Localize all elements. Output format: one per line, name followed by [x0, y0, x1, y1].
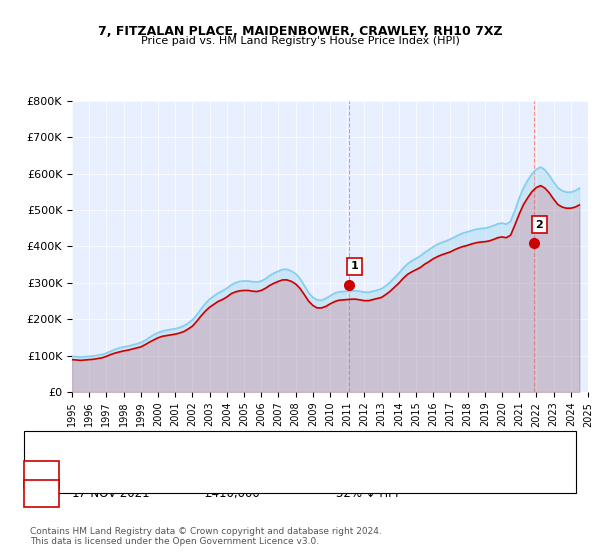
Text: Price paid vs. HM Land Registry's House Price Index (HPI): Price paid vs. HM Land Registry's House …	[140, 36, 460, 46]
Text: 1: 1	[350, 262, 358, 272]
Text: 1: 1	[37, 468, 46, 482]
Text: £294,950: £294,950	[204, 468, 260, 482]
Text: 2: 2	[536, 220, 544, 230]
Text: 7, FITZALAN PLACE, MAIDENBOWER, CRAWLEY, RH10 7XZ (detached house): 7, FITZALAN PLACE, MAIDENBOWER, CRAWLEY,…	[72, 440, 469, 450]
Text: 32% ↓ HPI: 32% ↓ HPI	[336, 487, 398, 500]
Text: £410,000: £410,000	[204, 487, 260, 500]
Text: 18-FEB-2011: 18-FEB-2011	[72, 468, 148, 482]
Text: HPI: Average price, detached house, Crawley: HPI: Average price, detached house, Craw…	[72, 449, 307, 459]
Text: 13% ↓ HPI: 13% ↓ HPI	[336, 468, 398, 482]
Text: 7, FITZALAN PLACE, MAIDENBOWER, CRAWLEY, RH10 7XZ: 7, FITZALAN PLACE, MAIDENBOWER, CRAWLEY,…	[98, 25, 502, 38]
Text: 17-NOV-2021: 17-NOV-2021	[72, 487, 151, 500]
Text: Contains HM Land Registry data © Crown copyright and database right 2024.
This d: Contains HM Land Registry data © Crown c…	[30, 526, 382, 546]
Text: 2: 2	[37, 487, 46, 500]
